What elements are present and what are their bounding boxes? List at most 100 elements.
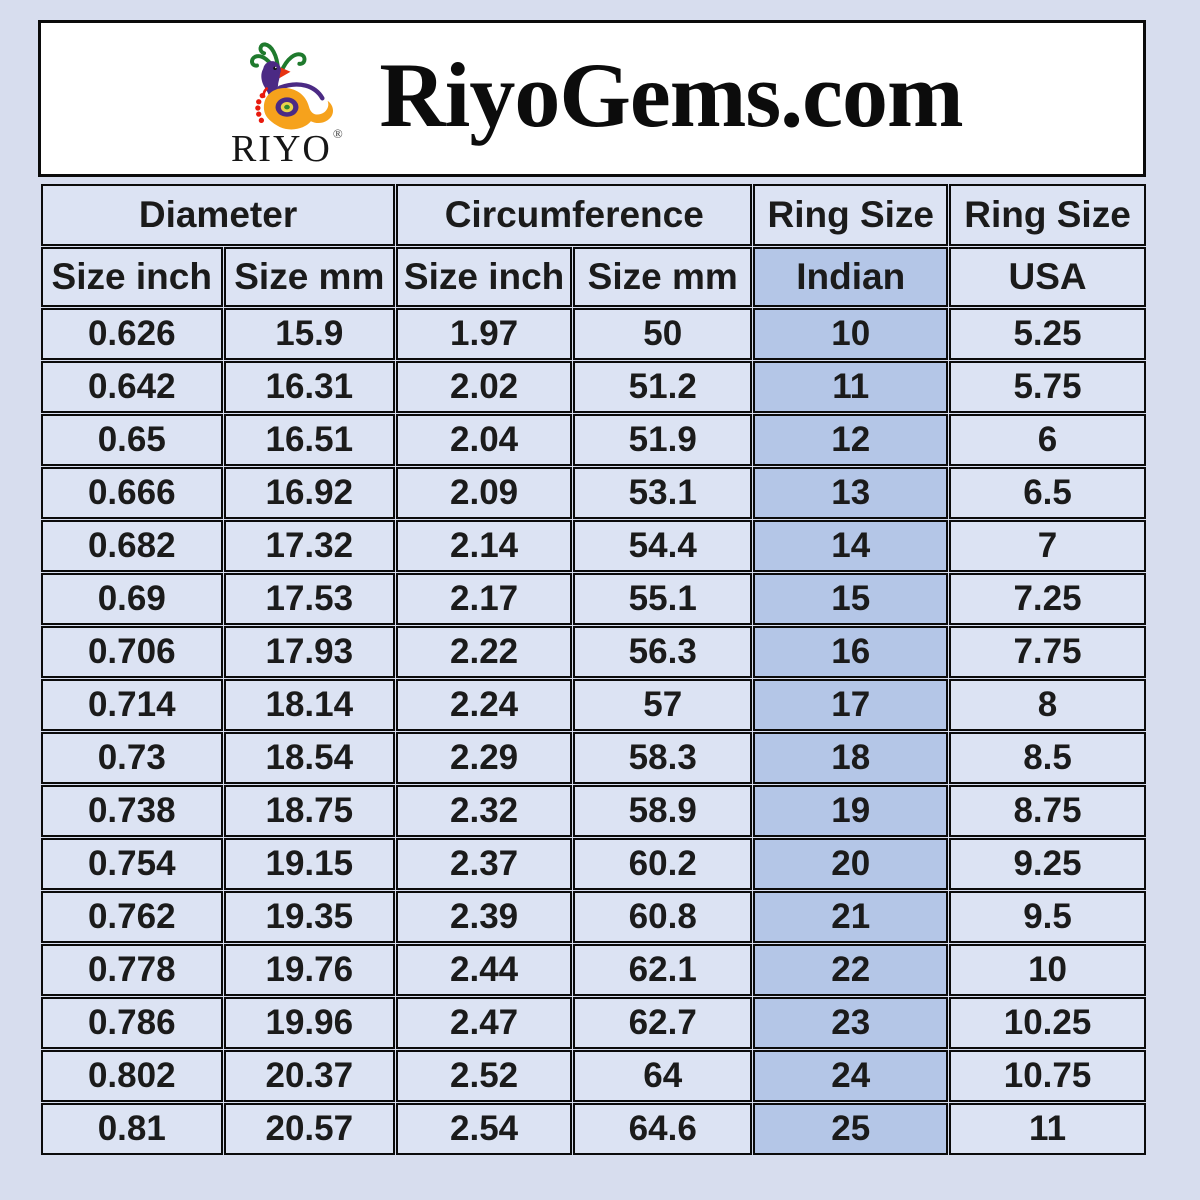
cell-diameter-size-inch: 0.666 <box>41 467 223 519</box>
table-row: 0.73 18.54 2.29 58.3 18 8.5 <box>41 732 1146 784</box>
cell-circumference-size-mm: 50 <box>573 308 753 360</box>
table-row: 0.81 20.57 2.54 64.6 25 11 <box>41 1103 1146 1155</box>
cell-diameter-size-mm: 19.15 <box>223 838 396 890</box>
cell-diameter-size-inch: 0.786 <box>41 997 223 1049</box>
cell-ring-size-indian: 12 <box>753 414 949 466</box>
cell-circumference-size-inch: 2.47 <box>396 997 573 1049</box>
cell-diameter-size-inch: 0.81 <box>41 1103 223 1155</box>
cell-diameter-size-mm: 17.93 <box>223 626 396 678</box>
cell-ring-size-usa: 9.25 <box>949 838 1146 890</box>
cell-circumference-size-inch: 2.14 <box>396 520 573 572</box>
cell-diameter-size-inch: 0.738 <box>41 785 223 837</box>
table-row: 0.666 16.92 2.09 53.1 13 6.5 <box>41 467 1146 519</box>
group-header-ring-size-indian: Ring Size <box>753 184 949 246</box>
cell-circumference-size-inch: 2.54 <box>396 1103 573 1155</box>
group-header-circumference: Circumference <box>396 184 753 246</box>
table-row: 0.802 20.37 2.52 64 24 10.75 <box>41 1050 1146 1102</box>
cell-diameter-size-inch: 0.682 <box>41 520 223 572</box>
cell-ring-size-indian: 19 <box>753 785 949 837</box>
cell-circumference-size-inch: 2.02 <box>396 361 573 413</box>
cell-ring-size-indian: 25 <box>753 1103 949 1155</box>
cell-diameter-size-mm: 17.53 <box>223 573 396 625</box>
cell-diameter-size-mm: 20.57 <box>223 1103 396 1155</box>
cell-diameter-size-inch: 0.626 <box>41 308 223 360</box>
cell-ring-size-usa: 9.5 <box>949 891 1146 943</box>
cell-ring-size-usa: 5.75 <box>949 361 1146 413</box>
table-row: 0.714 18.14 2.24 57 17 8 <box>41 679 1146 731</box>
table-row: 0.786 19.96 2.47 62.7 23 10.25 <box>41 997 1146 1049</box>
cell-circumference-size-mm: 58.3 <box>573 732 753 784</box>
table-row: 0.682 17.32 2.14 54.4 14 7 <box>41 520 1146 572</box>
cell-diameter-size-mm: 20.37 <box>223 1050 396 1102</box>
cell-circumference-size-mm: 64 <box>573 1050 753 1102</box>
table-row: 0.69 17.53 2.17 55.1 15 7.25 <box>41 573 1146 625</box>
cell-circumference-size-mm: 58.9 <box>573 785 753 837</box>
table-row: 0.642 16.31 2.02 51.2 11 5.75 <box>41 361 1146 413</box>
logo-wordmark: RIYO® <box>230 126 345 171</box>
cell-ring-size-indian: 18 <box>753 732 949 784</box>
cell-circumference-size-inch: 2.37 <box>396 838 573 890</box>
cell-diameter-size-mm: 19.35 <box>223 891 396 943</box>
cell-circumference-size-mm: 55.1 <box>573 573 753 625</box>
cell-ring-size-usa: 8 <box>949 679 1146 731</box>
cell-circumference-size-mm: 60.8 <box>573 891 753 943</box>
cell-ring-size-indian: 23 <box>753 997 949 1049</box>
cell-diameter-size-mm: 16.31 <box>223 361 396 413</box>
cell-diameter-size-inch: 0.642 <box>41 361 223 413</box>
cell-ring-size-usa: 5.25 <box>949 308 1146 360</box>
cell-ring-size-usa: 11 <box>949 1103 1146 1155</box>
cell-circumference-size-inch: 1.97 <box>396 308 573 360</box>
cell-ring-size-usa: 7.25 <box>949 573 1146 625</box>
cell-ring-size-usa: 10.25 <box>949 997 1146 1049</box>
cell-circumference-size-mm: 64.6 <box>573 1103 753 1155</box>
table-row: 0.626 15.9 1.97 50 10 5.25 <box>41 308 1146 360</box>
cell-diameter-size-mm: 16.92 <box>223 467 396 519</box>
cell-ring-size-usa: 8.75 <box>949 785 1146 837</box>
ring-size-chart-table: Diameter Circumference Ring Size Ring Si… <box>40 183 1147 1156</box>
cell-diameter-size-inch: 0.802 <box>41 1050 223 1102</box>
brand-header-box: RIYO® RiyoGems.com <box>38 20 1146 177</box>
cell-ring-size-usa: 8.5 <box>949 732 1146 784</box>
col-header-circumference-size-mm: Size mm <box>573 247 753 307</box>
group-header-row: Diameter Circumference Ring Size Ring Si… <box>41 184 1146 246</box>
cell-ring-size-indian: 11 <box>753 361 949 413</box>
cell-circumference-size-mm: 53.1 <box>573 467 753 519</box>
registered-mark-icon: ® <box>332 126 345 142</box>
col-header-ring-size-indian: Indian <box>753 247 949 307</box>
cell-diameter-size-inch: 0.65 <box>41 414 223 466</box>
cell-diameter-size-inch: 0.706 <box>41 626 223 678</box>
cell-circumference-size-mm: 51.2 <box>573 361 753 413</box>
cell-diameter-size-mm: 17.32 <box>223 520 396 572</box>
cell-diameter-size-mm: 19.96 <box>223 997 396 1049</box>
group-header-ring-size-usa: Ring Size <box>949 184 1146 246</box>
cell-circumference-size-mm: 51.9 <box>573 414 753 466</box>
table-row: 0.762 19.35 2.39 60.8 21 9.5 <box>41 891 1146 943</box>
cell-diameter-size-inch: 0.73 <box>41 732 223 784</box>
table-row: 0.65 16.51 2.04 51.9 12 6 <box>41 414 1146 466</box>
cell-diameter-size-mm: 15.9 <box>223 308 396 360</box>
cell-ring-size-indian: 20 <box>753 838 949 890</box>
cell-ring-size-usa: 10.75 <box>949 1050 1146 1102</box>
cell-circumference-size-inch: 2.22 <box>396 626 573 678</box>
cell-ring-size-indian: 15 <box>753 573 949 625</box>
cell-diameter-size-inch: 0.778 <box>41 944 223 996</box>
cell-ring-size-indian: 16 <box>753 626 949 678</box>
cell-circumference-size-inch: 2.44 <box>396 944 573 996</box>
cell-circumference-size-inch: 2.24 <box>396 679 573 731</box>
cell-diameter-size-mm: 18.75 <box>223 785 396 837</box>
table-row: 0.754 19.15 2.37 60.2 20 9.25 <box>41 838 1146 890</box>
table-row: 0.778 19.76 2.44 62.1 22 10 <box>41 944 1146 996</box>
cell-circumference-size-mm: 54.4 <box>573 520 753 572</box>
cell-circumference-size-mm: 57 <box>573 679 753 731</box>
col-header-diameter-size-mm: Size mm <box>223 247 396 307</box>
cell-diameter-size-mm: 16.51 <box>223 414 396 466</box>
group-header-diameter: Diameter <box>41 184 396 246</box>
cell-ring-size-indian: 14 <box>753 520 949 572</box>
cell-circumference-size-inch: 2.39 <box>396 891 573 943</box>
cell-ring-size-indian: 10 <box>753 308 949 360</box>
cell-ring-size-usa: 10 <box>949 944 1146 996</box>
cell-circumference-size-mm: 60.2 <box>573 838 753 890</box>
cell-circumference-size-inch: 2.04 <box>396 414 573 466</box>
col-header-diameter-size-inch: Size inch <box>41 247 223 307</box>
